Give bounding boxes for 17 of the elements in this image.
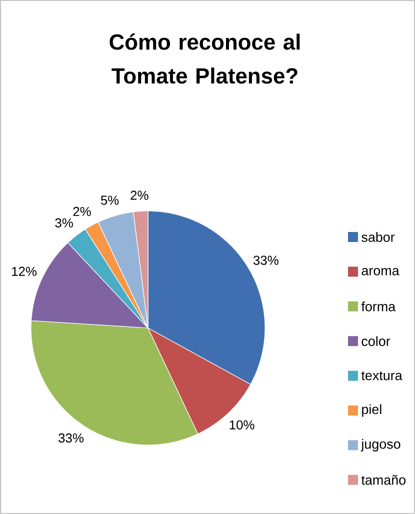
data-label: 2%	[130, 190, 148, 200]
legend-label: sabor	[362, 232, 395, 242]
legend-label: piel	[362, 404, 382, 417]
data-label: 5%	[100, 196, 119, 205]
data-label: 33%	[58, 433, 84, 443]
legend-label: textura	[361, 371, 402, 380]
data-label: 10%	[230, 420, 254, 430]
data-label: 2%	[73, 206, 91, 216]
legend-label: forma	[361, 301, 396, 312]
legend-label: color	[362, 336, 390, 346]
legend-label: tamaño	[361, 474, 406, 485]
legend-label: aroma	[362, 268, 400, 276]
legend-label: jugoso	[360, 438, 400, 452]
data-label: 12%	[12, 266, 37, 276]
chart-title: Cómo reconoce al Tomate Platense?	[110, 34, 300, 84]
data-label: 33%	[253, 256, 278, 265]
data-label: 3%	[55, 218, 73, 228]
